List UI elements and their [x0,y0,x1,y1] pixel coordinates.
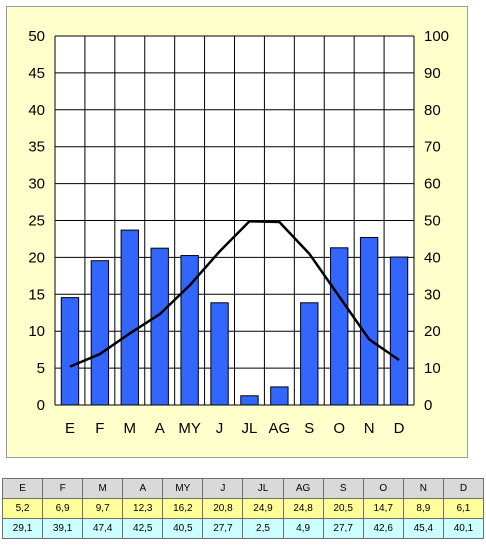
header-cell: D [442,478,485,499]
header-cell: E [1,478,44,499]
x-axis-category-label: O [333,420,345,437]
header-cell: S [322,478,364,499]
header-cell: F [42,478,84,499]
left-axis-tick-label: 0 [37,397,45,414]
left-axis-tick-label: 30 [28,176,45,193]
x-axis-category-label: MY [178,420,201,437]
precipitation-bar [389,256,409,406]
precipitation-bar [150,247,169,406]
header-cell: N [402,478,444,499]
precipitation-cell: 40,1 [442,518,485,539]
precipitation-cell: 40,5 [162,518,204,539]
x-axis-category-label: JL [242,420,258,437]
x-axis-category-label: AG [269,420,291,437]
precipitation-cell: 4,9 [282,518,324,539]
right-axis-tick-label: 70 [424,139,441,156]
temperature-cell: 16,2 [162,498,204,519]
x-axis-category-label: E [65,420,75,437]
table-precipitation-row: 29,1 39,1 47,4 42,5 40,5 27,7 2,5 4,9 27,7 42,6 45… [1,518,485,539]
right-axis-tick-label: 30 [424,286,441,303]
temperature-cell: 12,3 [122,498,164,519]
precipitation-bar [120,229,139,406]
precipitation-bar [210,302,229,406]
right-axis-tick-label: 90 [424,65,441,82]
x-axis-category-label: A [155,420,165,437]
right-axis-tick-label: 100 [424,28,449,45]
right-axis-tick-label: 80 [424,102,441,119]
precipitation-cell: 42,5 [122,518,164,539]
precipitation-cell: 45,4 [402,518,444,539]
left-axis-tick-label: 35 [28,139,45,156]
table-temperature-row: 5,2 6,9 9,7 12,3 16,2 20,8 24,9 24,8 20,5 14,7 8,9… [1,498,485,519]
precipitation-bar [240,395,259,406]
x-axis-category-label: M [124,420,137,437]
precipitation-cell: 47,4 [82,518,124,539]
temperature-line [69,219,400,368]
precipitation-bar [90,260,110,406]
climate-chart: 0 5 10 15 20 25 30 35 40 45 50 0 10 20 30 40 50 60 70 80 90 1… [28,28,449,437]
left-axis-tick-label: 25 [28,213,45,230]
left-axis-tick-label: 45 [28,65,45,82]
temperature-cell: 14,7 [362,498,404,519]
precipitation-cell: 42,6 [362,518,404,539]
precipitation-bar [180,255,199,406]
precipitation-cell: 27,7 [202,518,244,539]
left-axis-tick-label: 20 [28,249,45,266]
left-axis-tick-label: 40 [28,102,45,119]
header-cell: AG [282,478,324,499]
table-header-row: E F M A MY J JL AG S O N D [1,478,485,499]
temperature-cell: 6,1 [442,498,485,519]
precipitation-cell: 39,1 [42,518,84,539]
temperature-cell: 9,7 [82,498,124,519]
temperature-cell: 24,9 [242,498,284,519]
x-axis-category-label: D [394,420,405,437]
header-cell: O [362,478,404,499]
x-axis-category-label: F [95,420,104,437]
header-cell: M [82,478,124,499]
header-cell: A [122,478,164,499]
left-axis-tick-label: 15 [28,286,45,303]
header-cell: JL [242,478,284,499]
precipitation-bar [359,236,379,406]
precipitation-bar [330,247,349,406]
temperature-cell: 8,9 [402,498,444,519]
precipitation-bar [270,386,289,406]
right-axis-tick-label: 40 [424,249,441,266]
header-cell: J [202,478,244,499]
temperature-cell: 6,9 [42,498,84,519]
temperature-cell: 20,8 [202,498,244,519]
chart-panel: 0 5 10 15 20 25 30 35 40 45 50 0 10 20 30 40 50 60 70 80 90 1… [6,6,468,458]
climate-table: E F M A MY J JL AG S O N D 5,2 6,9 9,7 12,3 16,2 20,8 24,… [1,478,485,539]
right-axis-tick-label: 10 [424,360,441,377]
right-axis-tick-label: 50 [424,213,441,230]
right-axis-tick-label: 60 [424,176,441,193]
x-axis-category-label: J [216,420,224,437]
right-axis-tick-label: 20 [424,323,441,340]
x-axis-category-label: N [364,420,375,437]
temperature-cell: 5,2 [1,498,44,519]
precipitation-bar [60,297,80,406]
temperature-cell: 24,8 [282,498,324,519]
header-cell: MY [162,478,204,499]
x-axis-category-label: S [304,420,314,437]
left-axis-tick-label: 10 [28,323,45,340]
precipitation-cell: 27,7 [322,518,364,539]
temperature-cell: 20,5 [322,498,364,519]
precipitation-cell: 2,5 [242,518,284,539]
left-axis-tick-label: 5 [37,360,45,377]
right-axis-tick-label: 0 [424,397,432,414]
precipitation-bar [300,302,319,406]
precipitation-cell: 29,1 [1,518,44,539]
left-axis-tick-label: 50 [28,28,45,45]
